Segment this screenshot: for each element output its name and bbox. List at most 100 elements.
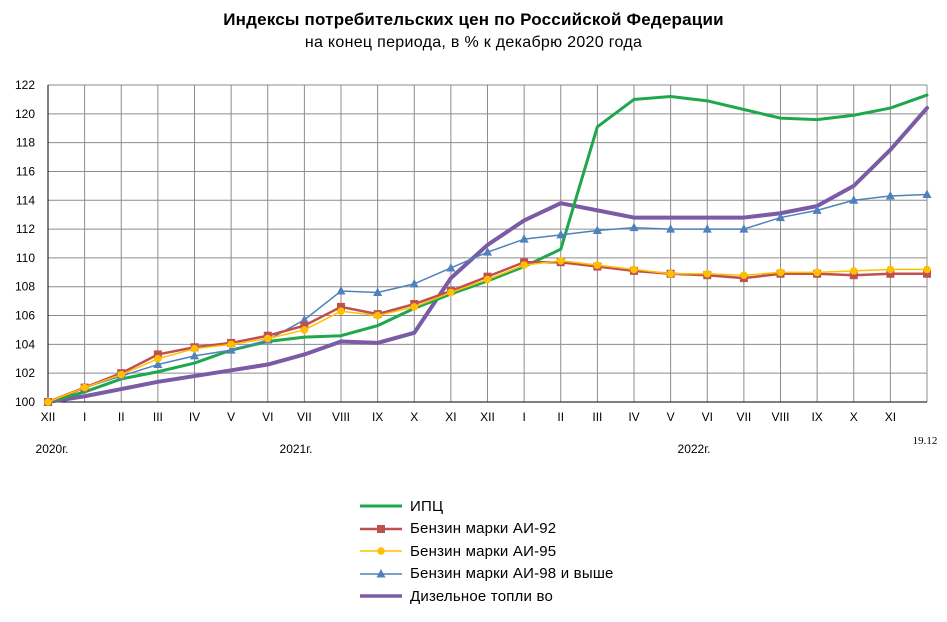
y-tick-label: 118 (16, 136, 35, 150)
x-tick-label: V (227, 410, 235, 424)
data-point-triangle (376, 568, 386, 578)
data-point-circle (666, 269, 675, 278)
x-tick-label: IV (628, 410, 639, 424)
grid-lines (47, 84, 928, 403)
data-point-triangle (849, 195, 859, 204)
x-end-label: 19.12 (913, 435, 938, 447)
x-tick-label: VII (297, 410, 312, 424)
x-axis-ticks: XII I II III IV V VI VII VIII IX X XI XII I II III IV V VI… (41, 410, 938, 447)
data-point-triangle (336, 286, 346, 295)
legend-item: Дизельное топли во (358, 585, 614, 608)
y-tick-label: 116 (16, 164, 35, 178)
x-tick-label: XII (480, 410, 495, 424)
year-label: 2022г. (678, 442, 711, 456)
x-tick-label: XI (445, 410, 456, 424)
x-tick-label: XI (885, 410, 896, 424)
x-tick-label: IX (811, 410, 822, 424)
data-point-circle (337, 307, 345, 316)
data-point-circle (377, 547, 385, 556)
data-point-circle (740, 271, 748, 280)
y-tick-label: 108 (15, 280, 35, 294)
data-point-circle (300, 326, 309, 334)
y-tick-label: 104 (15, 337, 35, 351)
chart-subtitle: на конец периода, в % к декабрю 2020 год… (304, 34, 643, 51)
legend-symbol (360, 504, 402, 508)
data-point-triangle (519, 234, 529, 243)
data-point-circle (923, 265, 931, 274)
series-2 (44, 256, 931, 406)
data-point-triangle (483, 247, 492, 256)
x-tick-label: VIII (332, 410, 350, 424)
data-point-square (886, 269, 895, 278)
data-point-circle (44, 398, 52, 406)
x-tick-label: X (850, 410, 858, 424)
legend-label: Дизельное топли во (410, 587, 554, 605)
data-point-circle (776, 268, 785, 277)
legend: ИПЦ Бензин марки АИ-92 Бензин марки АИ-95 Б… (358, 495, 614, 608)
data-point-triangle (226, 345, 236, 354)
data-point-square (377, 524, 385, 533)
year-label: 2020г. (36, 442, 69, 456)
x-tick-label: IV (189, 410, 200, 424)
x-tick-label: V (667, 410, 675, 424)
data-point-triangle (776, 212, 785, 222)
x-tick-label: VII (737, 410, 752, 424)
data-point-circle (630, 265, 638, 274)
data-point-circle (190, 344, 199, 353)
x-tick-label: VI (262, 410, 273, 424)
legend-label: ИПЦ (410, 497, 444, 515)
data-point-circle (483, 275, 492, 284)
data-point-square (300, 321, 309, 330)
legend-label: Бензин марки АИ-98 и выше (410, 565, 614, 583)
data-point-circle (703, 269, 712, 278)
data-point-square (337, 302, 345, 311)
data-point-circle (410, 303, 419, 311)
data-point-triangle (373, 287, 383, 296)
data-point-triangle (446, 262, 456, 272)
data-point-circle (447, 288, 455, 297)
x-tick-label: XII (41, 410, 56, 424)
data-point-circle (154, 354, 162, 363)
y-tick-label: 112 (16, 222, 35, 236)
data-point-square (153, 350, 162, 359)
data-point-triangle (153, 359, 163, 369)
y-tick-label: 122 (15, 78, 35, 92)
legend-symbol (360, 547, 402, 556)
year-labels: 2020г. 2021г. 2022г. (36, 442, 711, 456)
y-tick-label: 106 (15, 309, 35, 323)
legend-symbol (360, 568, 402, 578)
x-tick-label: II (557, 410, 564, 424)
data-point-triangle (592, 225, 602, 235)
data-point-triangle (409, 278, 419, 288)
y-tick-label: 114 (16, 193, 35, 207)
data-point-circle (886, 265, 895, 274)
legend-item: ИПЦ (358, 495, 614, 518)
legend-item: Бензин марки АИ-95 (358, 540, 614, 563)
data-point-circle (227, 340, 235, 349)
data-point-circle (117, 370, 126, 379)
data-point-triangle (629, 222, 639, 232)
x-tick-label: VI (702, 410, 713, 424)
data-point-circle (556, 256, 565, 265)
data-point-triangle (190, 350, 199, 360)
legend-label: Бензин марки АИ-95 (410, 542, 557, 560)
series-lines (43, 93, 932, 406)
data-point-circle (263, 334, 272, 343)
x-tick-label: I (83, 410, 86, 424)
y-axis-ticks: 100 102 104 106 108 110 112 114 116 118 120 122 (15, 78, 35, 409)
legend-symbol (360, 524, 402, 533)
data-point-circle (520, 261, 528, 269)
data-point-square (923, 269, 931, 278)
data-point-triangle (885, 190, 895, 200)
x-tick-label: III (592, 410, 602, 424)
chart-title: Индексы потребительских цен по Российско… (223, 10, 724, 29)
data-point-triangle (666, 224, 676, 233)
data-point-triangle (556, 229, 566, 239)
x-tick-label: I (522, 410, 525, 424)
data-point-circle (593, 261, 602, 269)
data-point-circle (373, 311, 382, 320)
x-tick-label: VIII (771, 410, 789, 424)
data-point-circle (849, 267, 858, 275)
data-point-triangle (812, 205, 822, 214)
data-point-triangle (299, 314, 309, 324)
